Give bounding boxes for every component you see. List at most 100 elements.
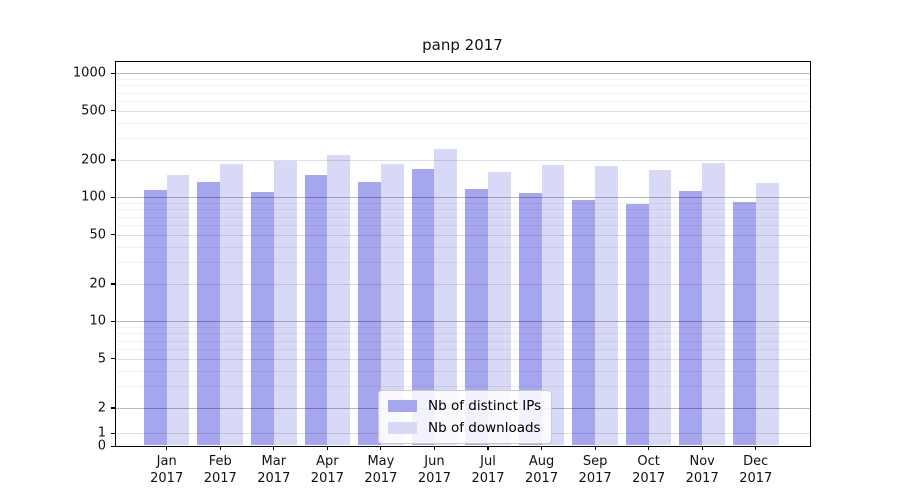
grid-major-line (115, 358, 810, 360)
grid-minor-line (115, 122, 810, 124)
y-tick-mark (110, 320, 115, 322)
bar-downloads (488, 171, 511, 446)
y-tick-label: 10 (89, 313, 106, 329)
grid-minor-line (115, 333, 810, 335)
grid-major-line (115, 321, 810, 323)
x-tick-label: Aug 2017 (525, 453, 559, 486)
bar-distinct-ips (679, 190, 703, 446)
grid-major-line (115, 283, 810, 285)
bar-distinct-ips (465, 188, 488, 446)
y-tick-mark (110, 432, 115, 434)
bar-distinct-ips (143, 189, 167, 446)
x-tick-label: Mar 2017 (257, 453, 291, 486)
x-tick-label: May 2017 (364, 453, 398, 486)
bar-distinct-ips (625, 203, 649, 446)
bar-downloads (434, 149, 458, 446)
y-tick-label: 5 (97, 351, 106, 367)
bar-downloads (541, 165, 565, 446)
x-tick-label: Oct 2017 (632, 453, 666, 486)
plot-border (114, 61, 811, 447)
legend-swatch (388, 400, 417, 412)
bar-downloads (220, 164, 244, 446)
y-tick-label: 200 (81, 152, 106, 168)
grid-minor-line (115, 340, 810, 342)
y-tick-label: 500 (81, 103, 106, 119)
y-tick-label: 100 (81, 189, 106, 205)
grid-minor-line (115, 202, 810, 204)
bar-distinct-ips (411, 169, 435, 446)
y-tick-mark (110, 159, 115, 161)
grid-minor-line (115, 246, 810, 248)
y-tick-mark (110, 445, 115, 447)
grid-minor-line (115, 85, 810, 87)
x-tick-label: Sep 2017 (578, 453, 612, 486)
grid-minor-line (115, 370, 810, 372)
y-tick-label: 0 (97, 438, 106, 454)
grid-minor-line (115, 262, 810, 264)
y-tick-label: 20 (89, 276, 106, 292)
y-tick-mark (110, 234, 115, 236)
y-tick-label: 50 (89, 227, 106, 243)
x-tick-mark (380, 445, 382, 450)
bar-downloads (380, 163, 404, 446)
x-tick-mark (487, 445, 489, 450)
bar-distinct-ips (732, 201, 756, 446)
bar-downloads (595, 165, 618, 446)
bar-distinct-ips (358, 181, 381, 446)
bar-distinct-ips (197, 181, 221, 446)
x-tick-mark (433, 445, 436, 450)
grid-minor-line (115, 138, 810, 140)
x-tick-mark (648, 445, 650, 450)
x-tick-mark (755, 445, 757, 450)
y-tick-mark (110, 407, 115, 409)
x-tick-mark (166, 445, 168, 450)
x-tick-label: Dec 2017 (739, 453, 773, 486)
x-tick-mark (701, 445, 703, 450)
bar-downloads (755, 182, 779, 446)
x-tick-label: Feb 2017 (203, 453, 237, 486)
y-tick-label: 2 (97, 400, 106, 416)
y-tick-label: 1000 (72, 65, 106, 81)
bar-distinct-ips (572, 200, 596, 446)
grid-minor-line (115, 326, 810, 328)
y-tick-mark (110, 283, 115, 285)
chart-title: panp 2017 (422, 36, 503, 54)
legend-swatch (388, 422, 417, 434)
grid-major-line (115, 73, 810, 75)
grid-major-line (115, 234, 810, 236)
grid-minor-line (115, 386, 810, 388)
x-tick-mark (273, 445, 275, 450)
legend-label: Nb of downloads (428, 420, 541, 436)
bar-downloads (648, 169, 672, 446)
bar-downloads (702, 162, 725, 446)
bar-distinct-ips (304, 175, 328, 446)
x-tick-label: Apr 2017 (310, 453, 344, 486)
bar-downloads (273, 160, 297, 446)
bar-downloads (327, 154, 351, 446)
y-tick-mark (110, 196, 115, 198)
x-tick-label: Nov 2017 (685, 453, 719, 486)
x-tick-mark (594, 445, 596, 450)
x-tick-label: Jan 2017 (150, 453, 184, 486)
grid-major-line (115, 110, 810, 112)
grid-minor-line (115, 224, 810, 226)
bar-distinct-ips (251, 191, 274, 446)
y-tick-mark (110, 358, 115, 360)
bar-downloads (166, 175, 190, 446)
grid-minor-line (115, 100, 810, 102)
legend: Nb of distinct IPs Nb of downloads (378, 390, 553, 444)
x-tick-label: Jun 2017 (417, 453, 451, 486)
grid-minor-line (115, 348, 810, 350)
x-tick-mark (326, 445, 328, 450)
x-tick-label: Jul 2017 (471, 453, 505, 486)
grid-minor-line (115, 78, 810, 80)
grid-minor-line (115, 209, 810, 211)
legend-item: Nb of distinct IPs (388, 398, 541, 414)
y-tick-mark (110, 72, 115, 74)
y-tick-label: 1 (97, 425, 106, 441)
grid-minor-line (115, 92, 810, 94)
y-tick-mark (110, 110, 115, 112)
bar-distinct-ips (518, 192, 542, 446)
grid-minor-line (115, 216, 810, 218)
